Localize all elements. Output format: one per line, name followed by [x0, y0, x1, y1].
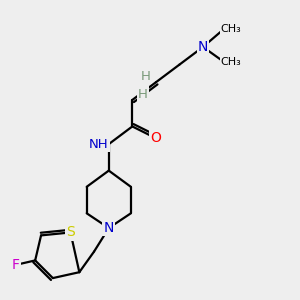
Text: H: H: [141, 70, 151, 83]
Text: S: S: [66, 225, 75, 239]
Text: H: H: [138, 88, 148, 100]
Text: F: F: [12, 258, 20, 272]
Text: CH₃: CH₃: [220, 57, 241, 67]
Text: O: O: [151, 131, 161, 145]
Text: N: N: [198, 40, 208, 54]
Text: CH₃: CH₃: [220, 24, 241, 34]
Text: NH: NH: [89, 138, 109, 151]
Text: N: N: [103, 221, 114, 235]
